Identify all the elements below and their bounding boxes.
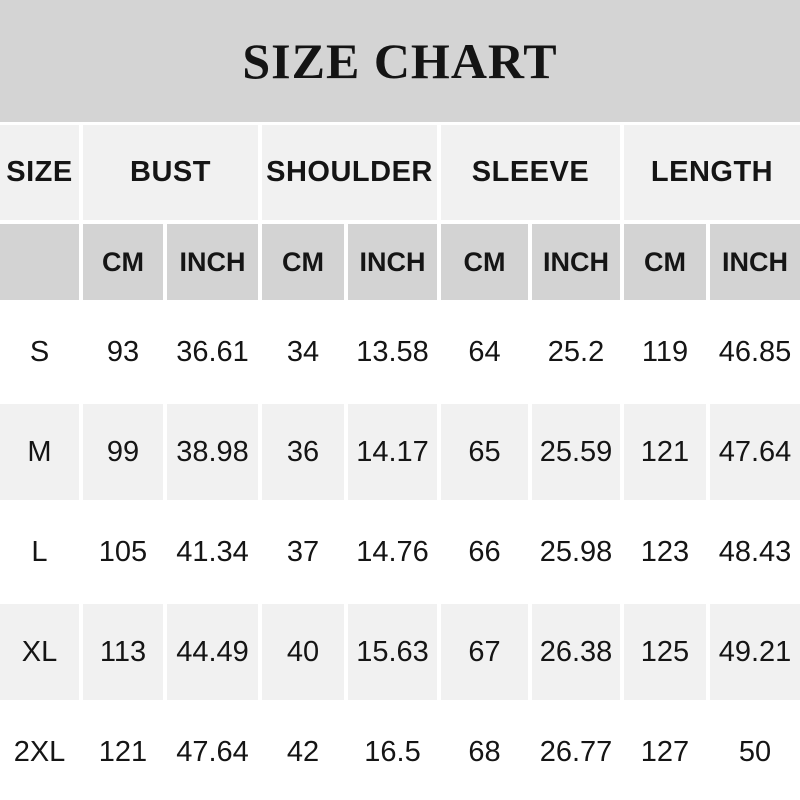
value-cell: 34	[262, 304, 344, 400]
unit-header-length-inch: INCH	[710, 224, 800, 300]
unit-header-shoulder-inch: INCH	[348, 224, 437, 300]
value-cell: 113	[83, 604, 163, 700]
value-cell: 47.64	[167, 704, 258, 800]
value-cell: 67	[441, 604, 528, 700]
size-cell: M	[0, 404, 79, 500]
unit-header-bust-cm: CM	[83, 224, 163, 300]
size-cell: XL	[0, 604, 79, 700]
value-cell: 36	[262, 404, 344, 500]
unit-header-corner	[0, 224, 79, 300]
value-cell: 119	[624, 304, 706, 400]
value-cell: 36.61	[167, 304, 258, 400]
value-cell: 125	[624, 604, 706, 700]
page-title: SIZE CHART	[242, 33, 558, 89]
value-cell: 121	[624, 404, 706, 500]
value-cell: 127	[624, 704, 706, 800]
value-cell: 65	[441, 404, 528, 500]
col-header-shoulder: SHOULDER	[262, 125, 437, 220]
value-cell: 16.5	[348, 704, 437, 800]
size-cell: S	[0, 304, 79, 400]
value-cell: 38.98	[167, 404, 258, 500]
unit-header-sleeve-inch: INCH	[532, 224, 620, 300]
col-header-size: SIZE	[0, 125, 79, 220]
value-cell: 49.21	[710, 604, 800, 700]
col-header-bust: BUST	[83, 125, 258, 220]
value-cell: 99	[83, 404, 163, 500]
value-cell: 15.63	[348, 604, 437, 700]
value-cell: 64	[441, 304, 528, 400]
title-banner: SIZE CHART	[0, 0, 800, 122]
size-cell: 2XL	[0, 704, 79, 800]
unit-header-shoulder-cm: CM	[262, 224, 344, 300]
value-cell: 46.85	[710, 304, 800, 400]
value-cell: 13.58	[348, 304, 437, 400]
value-cell: 14.17	[348, 404, 437, 500]
value-cell: 25.59	[532, 404, 620, 500]
unit-header-sleeve-cm: CM	[441, 224, 528, 300]
value-cell: 123	[624, 504, 706, 600]
size-cell: L	[0, 504, 79, 600]
value-cell: 93	[83, 304, 163, 400]
value-cell: 26.77	[532, 704, 620, 800]
value-cell: 44.49	[167, 604, 258, 700]
col-header-sleeve: SLEEVE	[441, 125, 620, 220]
value-cell: 40	[262, 604, 344, 700]
value-cell: 48.43	[710, 504, 800, 600]
value-cell: 121	[83, 704, 163, 800]
value-cell: 37	[262, 504, 344, 600]
value-cell: 105	[83, 504, 163, 600]
value-cell: 47.64	[710, 404, 800, 500]
value-cell: 68	[441, 704, 528, 800]
value-cell: 41.34	[167, 504, 258, 600]
size-chart-table: SIZE BUST SHOULDER SLEEVE LENGTH CM INCH…	[0, 125, 800, 800]
value-cell: 42	[262, 704, 344, 800]
unit-header-bust-inch: INCH	[167, 224, 258, 300]
value-cell: 14.76	[348, 504, 437, 600]
value-cell: 25.98	[532, 504, 620, 600]
unit-header-length-cm: CM	[624, 224, 706, 300]
value-cell: 25.2	[532, 304, 620, 400]
value-cell: 50	[710, 704, 800, 800]
col-header-length: LENGTH	[624, 125, 800, 220]
value-cell: 26.38	[532, 604, 620, 700]
value-cell: 66	[441, 504, 528, 600]
